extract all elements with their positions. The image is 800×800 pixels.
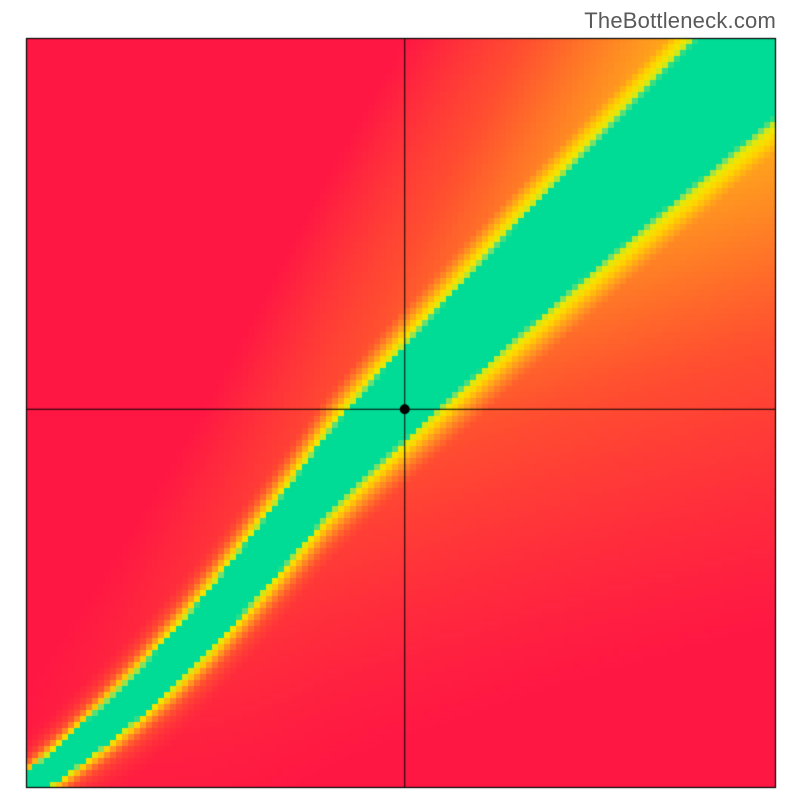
watermark-text: TheBottleneck.com [584,8,776,34]
chart-container: TheBottleneck.com [0,0,800,800]
heatmap-canvas [0,0,800,800]
